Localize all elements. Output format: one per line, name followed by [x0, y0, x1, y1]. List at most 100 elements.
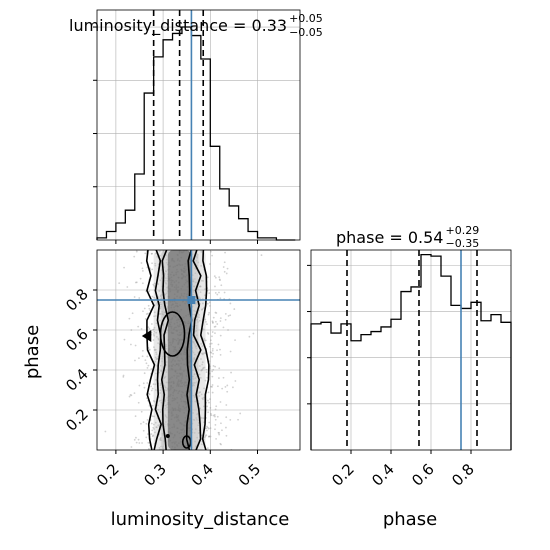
scatter-point: [219, 279, 221, 282]
scatter-point: [160, 439, 163, 442]
scatter-point: [197, 432, 200, 434]
scatter-point: [193, 356, 196, 359]
scatter-point: [155, 351, 157, 354]
scatter-point: [218, 431, 220, 434]
scatter-point: [206, 425, 208, 428]
scatter-point: [137, 325, 140, 328]
scatter-point: [160, 312, 163, 315]
scatter-point: [161, 293, 164, 296]
scatter-point: [214, 332, 216, 335]
scatter-point: [215, 438, 217, 440]
scatter-point: [232, 386, 234, 389]
scatter-point: [133, 438, 136, 441]
joint-density-panel: 0.2 0.3 0.4 0.5 0.2 0.4 0.6 0.8 luminosity_dis…: [22, 249, 301, 530]
scatter-point: [193, 313, 196, 316]
scatter-point: [195, 418, 198, 421]
scatter-point: [158, 446, 161, 449]
scatter-point: [164, 279, 166, 282]
scatter-point: [194, 381, 196, 384]
scatter-point: [225, 404, 228, 406]
scatter-point: [158, 313, 161, 315]
scatter-point: [154, 356, 157, 359]
scatter-point: [153, 346, 155, 349]
scatter-point: [199, 377, 202, 379]
scatter-point: [163, 376, 166, 379]
scatter-point: [156, 404, 159, 407]
scatter-point: [165, 270, 167, 273]
scatter-point: [211, 322, 214, 324]
scatter-point: [134, 359, 136, 362]
scatter-point: [218, 367, 221, 370]
scatter-point: [192, 412, 194, 414]
scatter-point: [211, 331, 214, 333]
scatter-point: [165, 258, 168, 261]
scatter-point: [147, 441, 150, 444]
scatter-point: [202, 367, 204, 370]
scatter-point: [203, 436, 206, 439]
x-tick-label-2: 0.4: [188, 460, 218, 490]
scatter-point: [143, 372, 146, 375]
scatter-point: [165, 404, 167, 407]
scatter-point: [195, 347, 198, 350]
scatter-point: [133, 392, 136, 395]
scatter-point: [213, 414, 216, 416]
scatter-point: [215, 405, 218, 408]
scatter-point: [206, 426, 209, 429]
scatter-point: [157, 342, 160, 345]
scatter-point: [152, 434, 155, 437]
luminosity-distance-x-ticks: 0.2 0.3 0.4 0.5: [93, 450, 264, 490]
scatter-point: [198, 313, 201, 316]
scatter-point: [223, 270, 226, 273]
scatter-point: [193, 285, 196, 288]
scatter-point: [198, 391, 201, 394]
scatter-point: [200, 393, 203, 396]
scatter-point: [210, 414, 213, 417]
scatter-point: [192, 383, 194, 386]
scatter-point: [153, 334, 155, 337]
scatter-point: [152, 426, 155, 429]
scatter-point: [218, 276, 221, 279]
scatter-point: [209, 304, 211, 307]
scatter-point: [191, 274, 194, 277]
scatter-point: [152, 423, 155, 426]
scatter-point: [162, 324, 165, 327]
scatter-point: [154, 431, 156, 434]
scatter-point: [211, 321, 214, 324]
scatter-point: [226, 267, 229, 270]
scatter-point: [234, 380, 237, 382]
scatter-point: [159, 305, 162, 308]
scatter-point: [216, 415, 219, 418]
joint-density-contours: [141, 250, 210, 450]
scatter-point: [196, 436, 199, 439]
scatter-point: [157, 424, 160, 427]
scatter-point: [195, 345, 198, 348]
scatter-point: [164, 386, 167, 389]
scatter-point: [128, 317, 131, 320]
luminosity-distance-histogram-ticks: [93, 26, 259, 244]
scatter-point: [212, 352, 214, 355]
scatter-point: [221, 429, 223, 432]
scatter-point: [207, 313, 210, 316]
scatter-point: [164, 407, 167, 410]
scatter-point: [218, 377, 220, 379]
scatter-point: [153, 349, 156, 352]
scatter-point: [148, 349, 151, 351]
contour-outlier-point: [165, 434, 170, 438]
scatter-point: [150, 422, 153, 425]
scatter-point: [141, 349, 144, 352]
scatter-point: [225, 426, 227, 429]
scatter-point: [166, 286, 168, 289]
scatter-point: [224, 251, 226, 254]
scatter-point: [192, 293, 195, 296]
phase-title-main: phase = 0.54: [336, 228, 443, 247]
scatter-point: [196, 319, 198, 321]
scatter-point: [152, 399, 155, 402]
scatter-point: [137, 438, 140, 441]
scatter-point: [199, 291, 202, 293]
scatter-point: [159, 392, 162, 394]
scatter-point: [160, 436, 162, 439]
scatter-point: [160, 369, 163, 372]
scatter-point: [157, 296, 160, 299]
scatter-point: [219, 442, 222, 445]
joint-density-fill: [153, 250, 206, 450]
